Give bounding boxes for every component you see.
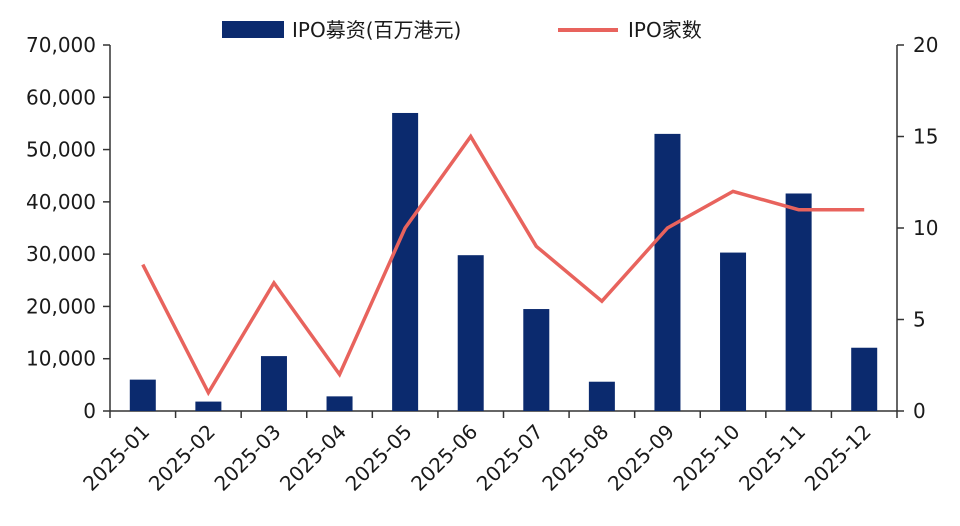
y-left-tick-label: 30,000 — [26, 242, 96, 266]
x-tick-label: 2025-02 — [144, 420, 220, 496]
y-right-tick-label: 15 — [913, 125, 938, 149]
y-right-tick-label: 20 — [913, 33, 938, 57]
x-tick-label: 2025-11 — [734, 420, 810, 496]
x-tick-label: 2025-01 — [78, 420, 154, 496]
x-tick-label: 2025-05 — [341, 420, 417, 496]
bar-2025-12 — [851, 348, 877, 411]
y-left-tick-label: 0 — [83, 399, 96, 423]
legend-label-line: IPO家数 — [628, 18, 702, 42]
bar-2025-08 — [589, 382, 615, 411]
bar-2025-07 — [523, 309, 549, 411]
line-series — [143, 136, 864, 392]
bar-2025-09 — [654, 134, 680, 411]
x-tick-label: 2025-06 — [406, 420, 482, 496]
y-left-tick-label: 60,000 — [26, 85, 96, 109]
bar-2025-01 — [130, 380, 156, 411]
chart-axes — [103, 45, 904, 418]
bar-2025-02 — [195, 402, 221, 411]
y-left-tick-label: 40,000 — [26, 190, 96, 214]
y-right-tick-label: 5 — [913, 308, 926, 332]
bar-series — [130, 113, 877, 411]
x-tick-label: 2025-04 — [275, 420, 351, 496]
x-tick-label: 2025-09 — [603, 420, 679, 496]
chart-legend: IPO募资(百万港元) IPO家数 — [222, 18, 702, 42]
bar-2025-11 — [786, 193, 812, 411]
y-left-tick-label: 70,000 — [26, 33, 96, 57]
x-tick-label: 2025-12 — [800, 420, 876, 496]
y-left-tick-label: 20,000 — [26, 294, 96, 318]
bar-2025-03 — [261, 356, 287, 411]
y-left-tick-label: 10,000 — [26, 347, 96, 371]
bar-2025-10 — [720, 253, 746, 411]
bar-2025-04 — [327, 396, 353, 411]
bar-2025-06 — [458, 255, 484, 411]
y-right-tick-label: 10 — [913, 216, 938, 240]
legend-swatch-bar — [222, 21, 284, 38]
legend-label-bar: IPO募资(百万港元) — [292, 18, 461, 42]
ipo-count-line — [143, 137, 864, 393]
bar-2025-05 — [392, 113, 418, 411]
y-right-tick-label: 0 — [913, 399, 926, 423]
x-tick-label: 2025-08 — [537, 420, 613, 496]
y-left-tick-label: 50,000 — [26, 138, 96, 162]
x-tick-label: 2025-03 — [209, 420, 285, 496]
x-tick-label: 2025-07 — [472, 420, 548, 496]
x-tick-label: 2025-10 — [669, 420, 745, 496]
